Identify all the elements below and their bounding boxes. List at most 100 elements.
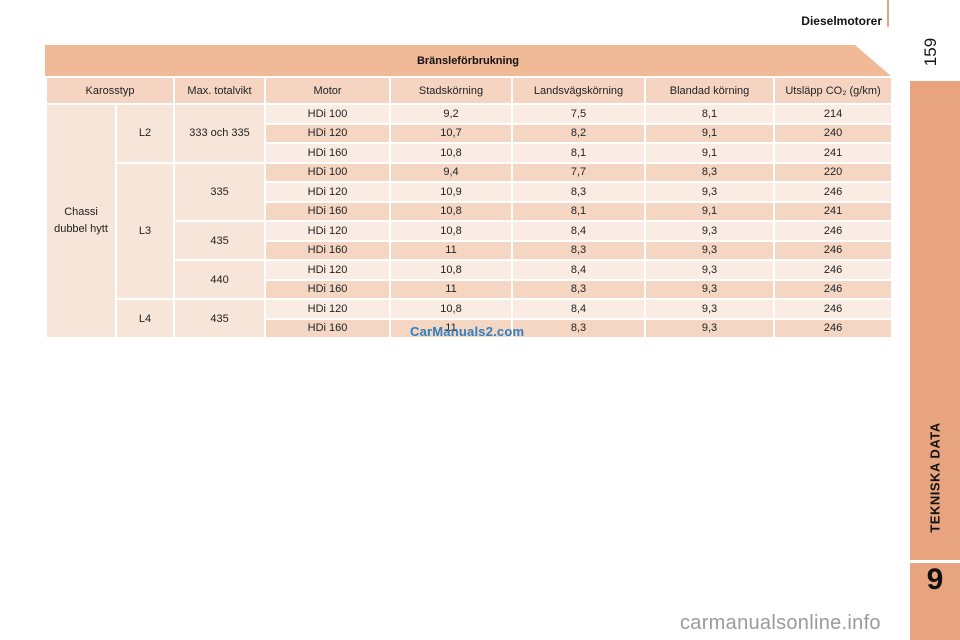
- mixed-cell: 9,1: [644, 122, 776, 144]
- road-cell: 8,4: [511, 259, 647, 281]
- motor-cell: HDi 120: [264, 220, 392, 242]
- chapter-label: TEKNISKA DATA: [927, 422, 943, 533]
- road-cell: 8,2: [511, 122, 647, 144]
- co2-cell: 241: [773, 142, 894, 164]
- col-header-body-type: Karosstyp: [44, 76, 176, 105]
- mixed-cell: 9,3: [644, 317, 776, 339]
- road-cell: 8,3: [511, 239, 647, 261]
- co2-cell: 246: [773, 259, 894, 281]
- road-cell: 8,3: [511, 278, 647, 300]
- chapter-number: 9: [926, 563, 944, 596]
- motor-cell: HDi 100: [264, 103, 392, 125]
- mixed-cell: 9,1: [644, 200, 776, 222]
- road-cell: 8,1: [511, 200, 647, 222]
- watermark-text: CarManuals2.com: [410, 324, 525, 339]
- table-row: HDi 160 10,8 8,1 9,1 241: [46, 200, 894, 222]
- co2-cell: 220: [773, 161, 894, 183]
- table-row: L3 335 HDi 100 9,4 7,7 8,3 220: [46, 161, 894, 300]
- fuel-consumption-table: Karosstyp Max. totalvikt Motor Stadskörning…: [44, 76, 894, 339]
- side-tab-separator: [910, 560, 960, 563]
- city-cell: 10,9: [389, 181, 514, 203]
- co2-cell: 246: [773, 317, 894, 339]
- city-cell: 11: [389, 278, 514, 300]
- col-header-max-weight: Max. totalvikt: [173, 76, 267, 105]
- col-header-road: Landsvägskörning: [511, 76, 647, 105]
- fuel-consumption-table-container: Bränsleförbrukning Karosstyp Max. totalvi…: [44, 45, 894, 339]
- road-cell: 8,3: [511, 181, 647, 203]
- table-row: L4 435 HDi 120 10,8 8,4 9,3 246: [46, 298, 894, 339]
- co2-cell: 246: [773, 181, 894, 203]
- length-cell: L2: [114, 103, 176, 164]
- table-title: Bränsleförbrukning: [45, 45, 891, 76]
- length-cell: L3: [114, 161, 176, 300]
- co2-cell: 246: [773, 298, 894, 320]
- motor-cell: HDi 120: [264, 298, 392, 320]
- length-cell: L4: [114, 298, 176, 339]
- col-header-co2: Utsläpp CO₂ (g/km): [773, 76, 894, 105]
- city-cell: 10,8: [389, 259, 514, 281]
- section-title: Dieselmotorer: [801, 14, 882, 28]
- max-weight-cell: 435: [173, 220, 267, 261]
- table-row: HDi 160 11 8,3 9,3 246: [46, 239, 894, 261]
- motor-cell: HDi 160: [264, 278, 392, 300]
- motor-cell: HDi 160: [264, 200, 392, 222]
- road-cell: 8,3: [511, 317, 647, 339]
- mixed-cell: 9,3: [644, 181, 776, 203]
- road-cell: 7,7: [511, 161, 647, 183]
- mixed-cell: 9,3: [644, 298, 776, 320]
- city-cell: 10,8: [389, 298, 514, 320]
- page-number: 159: [921, 37, 940, 67]
- max-weight-cell: 435: [173, 298, 267, 339]
- mixed-cell: 9,3: [644, 259, 776, 281]
- motor-cell: HDi 160: [264, 239, 392, 261]
- max-weight-cell: 440: [173, 259, 267, 300]
- footer-watermark: carmanualsonline.info: [680, 612, 881, 634]
- mixed-cell: 8,1: [644, 103, 776, 125]
- city-cell: 10,8: [389, 220, 514, 242]
- mixed-cell: 9,3: [644, 278, 776, 300]
- motor-cell: HDi 100: [264, 161, 392, 183]
- city-cell: 11: [389, 317, 514, 339]
- motor-cell: HDi 160: [264, 317, 392, 339]
- table-row: HDi 160 11 8,3 9,3 246: [46, 317, 894, 339]
- col-header-motor: Motor: [264, 76, 392, 105]
- city-cell: 9,2: [389, 103, 514, 125]
- mixed-cell: 9,3: [644, 239, 776, 261]
- body-type-cell: Chassi dubbel hytt: [45, 103, 117, 339]
- city-cell: 10,7: [389, 122, 514, 144]
- table-row: 440 HDi 120 10,8 8,4 9,3 246: [46, 259, 894, 300]
- table-header-row: Karosstyp Max. totalvikt Motor Stadskörning…: [44, 76, 894, 105]
- road-cell: 7,5: [511, 103, 647, 125]
- header-divider: [887, 0, 889, 27]
- mixed-cell: 8,3: [644, 161, 776, 183]
- motor-cell: HDi 120: [264, 122, 392, 144]
- road-cell: 8,4: [511, 298, 647, 320]
- city-cell: 10,8: [389, 142, 514, 164]
- co2-cell: 246: [773, 220, 894, 242]
- max-weight-cell: 333 och 335: [173, 103, 267, 164]
- co2-cell: 246: [773, 278, 894, 300]
- co2-cell: 246: [773, 239, 894, 261]
- city-cell: 9,4: [389, 161, 514, 183]
- city-cell: 10,8: [389, 200, 514, 222]
- road-cell: 8,1: [511, 142, 647, 164]
- road-cell: 8,4: [511, 220, 647, 242]
- table-row: HDi 160 10,8 8,1 9,1 241: [46, 142, 894, 164]
- co2-cell: 214: [773, 103, 894, 125]
- motor-cell: HDi 160: [264, 142, 392, 164]
- co2-cell: 240: [773, 122, 894, 144]
- co2-cell: 241: [773, 200, 894, 222]
- table-row: HDi 160 11 8,3 9,3 246: [46, 278, 894, 300]
- col-header-mixed: Blandad körning: [644, 76, 776, 105]
- motor-cell: HDi 120: [264, 259, 392, 281]
- col-header-city: Stadskörning: [389, 76, 514, 105]
- mixed-cell: 9,1: [644, 142, 776, 164]
- table-row: HDi 120 10,7 8,2 9,1 240: [46, 122, 894, 144]
- table-row: Chassi dubbel hytt L2 333 och 335 HDi 100 9,…: [45, 103, 894, 339]
- motor-cell: HDi 120: [264, 181, 392, 203]
- city-cell: 11: [389, 239, 514, 261]
- chapter-side-tab: [910, 81, 960, 640]
- mixed-cell: 9,3: [644, 220, 776, 242]
- max-weight-cell: 335: [173, 161, 267, 222]
- table-row: HDi 120 10,9 8,3 9,3 246: [46, 181, 894, 203]
